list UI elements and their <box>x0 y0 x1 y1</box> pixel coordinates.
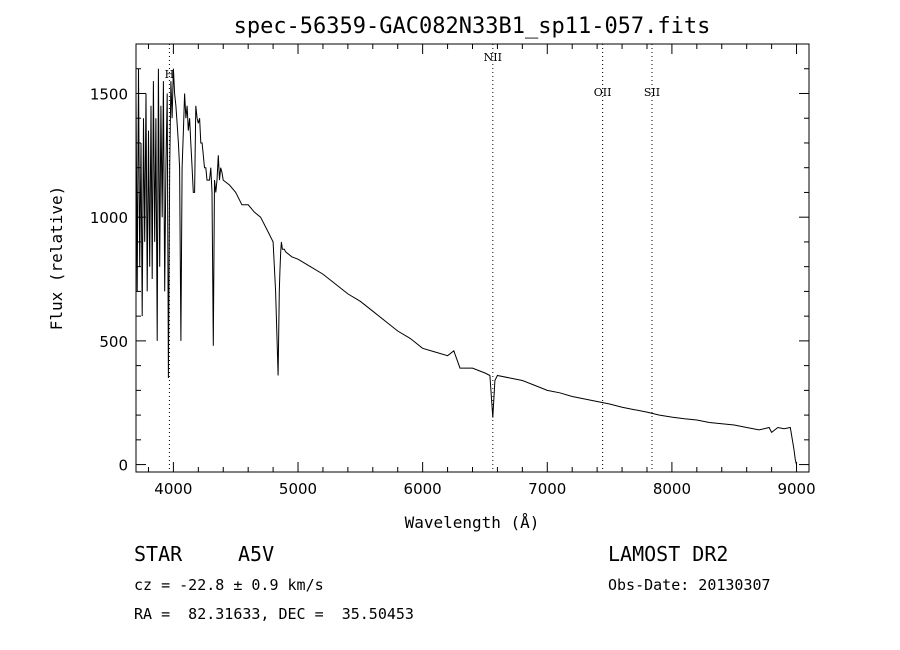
y-tick-label: 1000 <box>90 209 128 227</box>
survey-name: LAMOST DR2 <box>608 542 729 566</box>
spectral-subclass: A5V <box>238 542 275 566</box>
x-tick-label: 4000 <box>154 480 192 498</box>
redshift-cz: cz = -22.8 ± 0.9 km/s <box>134 576 324 594</box>
x-tick-label: 5000 <box>279 480 317 498</box>
x-axis-label: Wavelength (Å) <box>405 513 540 532</box>
line-marker-label: OII <box>594 86 612 99</box>
spectrum-line <box>135 68 797 465</box>
coordinates: RA = 82.31633, DEC = 35.50453 <box>134 605 414 623</box>
y-axis-label: Flux (relative) <box>47 186 66 331</box>
y-tick-label: 0 <box>118 457 128 475</box>
line-marker-label: H <box>165 68 175 81</box>
plot-frame <box>135 43 810 473</box>
line-marker-label: SII <box>644 86 660 99</box>
x-tick-label: 8000 <box>653 480 691 498</box>
y-tick-label: 500 <box>99 333 128 351</box>
obs-date: Obs-Date: 20130307 <box>608 576 771 594</box>
x-tick-label: 6000 <box>404 480 442 498</box>
chart-title: spec-56359-GAC082N33B1_sp11-057.fits <box>234 14 711 39</box>
axis-ticks: 4000 5000 6000 7000 8000 9000 0 500 1000 1500 <box>90 44 816 498</box>
x-tick-label: 9000 <box>777 480 815 498</box>
object-class: STAR <box>134 542 183 566</box>
x-tick-label: 7000 <box>528 480 566 498</box>
line-marker-label: NII <box>484 51 502 64</box>
y-tick-label: 1500 <box>90 85 128 103</box>
line-markers: H NII OII SII <box>165 44 660 472</box>
